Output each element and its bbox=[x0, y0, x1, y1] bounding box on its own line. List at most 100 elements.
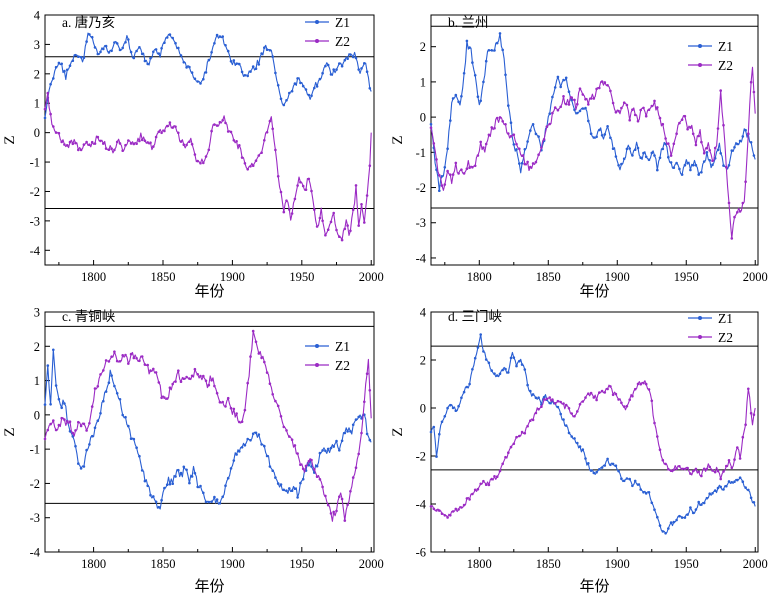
data-point-z2 bbox=[165, 124, 169, 128]
data-point-z2 bbox=[60, 140, 63, 144]
data-point-z1 bbox=[288, 487, 291, 490]
data-point-z1 bbox=[296, 77, 299, 80]
x-tick-label: 1850 bbox=[536, 270, 561, 284]
data-point-z2 bbox=[204, 379, 208, 383]
data-point-z1 bbox=[154, 48, 158, 51]
data-point-z2 bbox=[738, 457, 742, 460]
data-point-z2 bbox=[495, 116, 499, 120]
data-point-z1 bbox=[584, 457, 587, 460]
data-point-z2 bbox=[354, 466, 358, 470]
data-point-z1 bbox=[752, 501, 756, 504]
data-point-z2 bbox=[210, 379, 213, 382]
data-point-z2 bbox=[177, 131, 180, 135]
data-point-z1 bbox=[107, 381, 111, 385]
data-point-z1 bbox=[213, 495, 216, 499]
y-tick-label: -1 bbox=[30, 156, 40, 170]
data-point-z1 bbox=[221, 495, 224, 499]
data-point-z2 bbox=[285, 199, 288, 202]
data-point-z2 bbox=[343, 519, 347, 522]
data-point-z1 bbox=[440, 175, 444, 178]
data-point-z1 bbox=[526, 140, 529, 143]
data-point-z1 bbox=[744, 128, 747, 132]
data-point-z1 bbox=[149, 56, 152, 60]
data-point-z2 bbox=[592, 97, 596, 100]
data-point-z1 bbox=[526, 383, 529, 387]
data-point-z1 bbox=[154, 500, 158, 504]
data-point-z1 bbox=[276, 84, 280, 87]
data-point-z2 bbox=[188, 377, 191, 380]
data-point-z2 bbox=[432, 507, 436, 511]
data-point-z2 bbox=[595, 398, 598, 402]
data-point-z2 bbox=[636, 382, 640, 386]
data-point-z1 bbox=[449, 119, 452, 122]
data-point-z1 bbox=[179, 471, 183, 475]
data-point-z2 bbox=[614, 392, 618, 396]
data-point-z1 bbox=[318, 451, 322, 455]
data-point-z2 bbox=[656, 106, 659, 109]
data-point-z1 bbox=[301, 477, 305, 481]
data-point-z1 bbox=[263, 444, 266, 448]
data-point-z1 bbox=[279, 483, 283, 486]
data-point-z2 bbox=[232, 407, 236, 411]
data-point-z1 bbox=[614, 155, 618, 158]
data-point-z1 bbox=[96, 419, 100, 423]
data-point-z2 bbox=[518, 147, 521, 151]
y-axis-label: Z bbox=[2, 135, 18, 144]
data-point-z1 bbox=[719, 152, 722, 155]
data-point-z2 bbox=[526, 424, 529, 428]
data-point-z1 bbox=[512, 143, 516, 146]
data-point-z2 bbox=[346, 503, 349, 507]
data-point-z1 bbox=[213, 42, 216, 45]
data-point-z2 bbox=[218, 120, 222, 124]
data-point-z1 bbox=[644, 492, 648, 495]
data-point-z1 bbox=[63, 69, 66, 73]
data-point-z2 bbox=[694, 143, 698, 147]
data-point-z2 bbox=[526, 160, 529, 164]
data-point-z2 bbox=[196, 373, 199, 376]
data-point-z1 bbox=[567, 90, 571, 93]
data-point-z1 bbox=[229, 467, 233, 470]
data-point-z2 bbox=[235, 412, 238, 415]
data-point-z2 bbox=[246, 381, 249, 385]
data-point-z2 bbox=[77, 148, 80, 152]
data-point-z1 bbox=[738, 139, 742, 143]
data-point-z2 bbox=[468, 166, 471, 169]
data-point-z1 bbox=[520, 161, 524, 165]
data-point-z2 bbox=[177, 369, 180, 373]
data-point-z1 bbox=[202, 491, 205, 495]
data-point-z2 bbox=[340, 497, 344, 501]
data-point-z2 bbox=[432, 142, 436, 145]
data-point-z2 bbox=[221, 119, 224, 122]
data-point-z1 bbox=[324, 64, 327, 68]
data-point-z1 bbox=[290, 89, 294, 93]
data-point-z1 bbox=[476, 95, 480, 98]
data-point-z1 bbox=[482, 80, 485, 84]
data-point-z1 bbox=[669, 521, 673, 524]
data-point-z1 bbox=[307, 93, 311, 97]
data-point-z2 bbox=[290, 212, 294, 215]
data-point-z1 bbox=[257, 433, 261, 436]
data-point-z2 bbox=[102, 369, 105, 372]
data-point-z2 bbox=[633, 113, 637, 117]
data-point-z2 bbox=[363, 221, 366, 224]
data-point-z2 bbox=[301, 184, 305, 188]
y-tick-label: -3 bbox=[416, 216, 426, 230]
data-point-z2 bbox=[185, 375, 188, 379]
data-point-z2 bbox=[110, 147, 113, 150]
data-point-z1 bbox=[351, 55, 355, 59]
y-tick-label: -2 bbox=[30, 185, 40, 199]
x-axis-label: 年份 bbox=[194, 578, 224, 595]
data-point-z2 bbox=[49, 112, 52, 116]
data-point-z2 bbox=[747, 387, 750, 391]
data-point-z1 bbox=[661, 147, 665, 151]
data-point-z1 bbox=[589, 132, 593, 135]
data-point-z2 bbox=[476, 487, 480, 491]
data-point-z2 bbox=[647, 388, 651, 391]
data-point-z1 bbox=[271, 469, 275, 473]
data-point-z1 bbox=[716, 486, 720, 490]
data-point-z2 bbox=[711, 469, 714, 472]
y-tick-label: 1 bbox=[34, 97, 40, 111]
data-point-z2 bbox=[251, 329, 255, 333]
data-point-z1 bbox=[276, 482, 280, 485]
